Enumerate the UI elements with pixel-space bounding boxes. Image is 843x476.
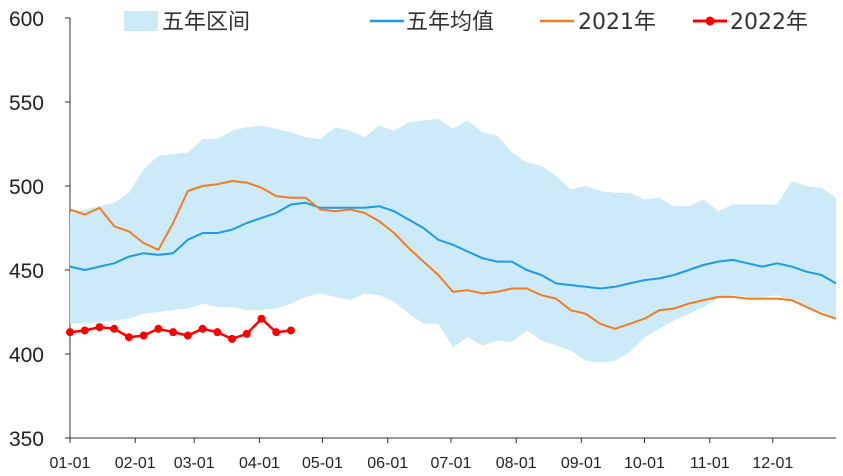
series-lines-layer [66,180,837,343]
series-point-2 [272,328,281,337]
series-point-2 [213,328,222,337]
legend: 五年区间 五年均值 2021年 2022年 [124,10,808,35]
legend-label: 五年均值 [406,10,494,35]
x-tick-label: 09-01 [561,455,602,472]
legend-label: 2022年 [730,10,808,35]
y-tick-label: 350 [9,428,44,451]
x-tick-label: 01-01 [50,455,91,472]
series-point-2 [257,314,266,323]
x-tick-label: 08-01 [496,455,537,472]
series-point-2 [228,334,237,343]
legend-swatch-band [124,11,158,31]
series-point-2 [198,324,207,333]
series-point-2 [154,324,163,333]
legend-swatch-marker [705,16,715,26]
axes: 350 400 450 500 550 600 01-01 02-01 03-01 04-01 05… [9,8,836,472]
y-tick-label: 500 [9,176,44,199]
series-point-2 [183,331,192,340]
series-point-2 [286,326,295,335]
band-five-year-range [70,118,836,363]
y-tick-label: 550 [9,92,44,115]
legend-label: 2021年 [578,10,656,35]
series-point-2 [110,324,119,333]
series-line-0 [69,201,837,290]
series-line-2 [69,317,292,341]
x-tick-label: 07-01 [430,455,471,472]
series-point-2 [80,326,89,335]
y-tick-label: 400 [9,344,44,367]
series-point-2 [124,333,133,342]
series-point-2 [139,331,148,340]
x-tick-label: 06-01 [367,455,408,472]
series-point-2 [169,328,178,337]
legend-label: 五年区间 [162,10,250,35]
series-point-2 [242,329,251,338]
x-tick-label: 05-01 [302,455,343,472]
series-point-2 [95,323,104,332]
x-tick-label: 03-01 [174,455,215,472]
x-tick-label: 10-01 [624,455,665,472]
series-line-1 [69,180,837,330]
x-tick-label: 11-01 [690,455,730,472]
x-tick-label: 02-01 [115,455,156,472]
x-tick-label: 04-01 [239,455,280,472]
x-tick-label: 12-01 [752,455,793,472]
y-tick-label: 450 [9,260,44,283]
range-band-layer [70,118,836,363]
y-tick-label: 600 [9,8,44,31]
series-point-2 [66,328,74,337]
